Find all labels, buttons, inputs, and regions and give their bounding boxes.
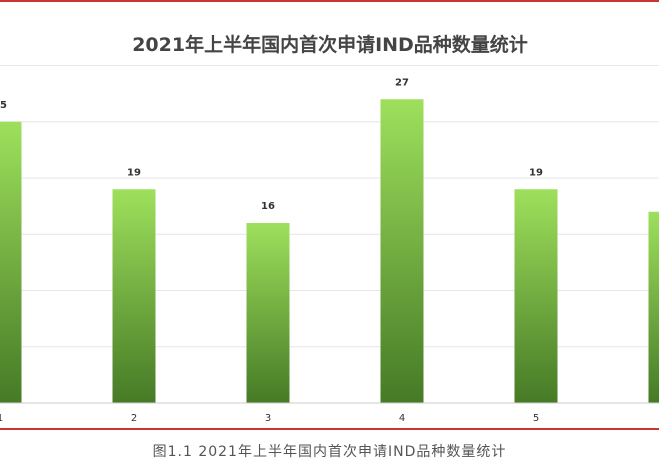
gridlines <box>0 65 659 348</box>
data-label-2: 19 <box>127 167 141 178</box>
data-label-3: 16 <box>261 201 275 212</box>
chart-frame: 2021年上半年国内首次申请IND品种数量统计 25 19 16 27 19 1 2 3 4 5 <box>0 0 659 430</box>
bar-5 <box>514 189 558 403</box>
bar-2 <box>112 189 156 403</box>
bars <box>0 99 659 403</box>
x-tick-label-3: 3 <box>265 413 271 424</box>
bar-1 <box>0 121 22 403</box>
data-label-5: 19 <box>529 167 543 178</box>
bar-3 <box>246 223 290 403</box>
figure-caption: 图1.1 2021年上半年国内首次申请IND品种数量统计 <box>152 444 507 460</box>
data-label-1: 25 <box>0 100 7 111</box>
bar-6 <box>648 211 659 403</box>
x-tick-label-4: 4 <box>399 413 405 424</box>
x-tick-labels: 1 2 3 4 5 <box>0 413 539 424</box>
x-tick-label-2: 2 <box>131 413 137 424</box>
data-labels: 25 19 16 27 19 <box>0 77 543 212</box>
bar-chart: 2021年上半年国内首次申请IND品种数量统计 25 19 16 27 19 1 2 3 4 5 <box>0 0 659 430</box>
data-label-4: 27 <box>395 77 409 88</box>
x-tick-label-5: 5 <box>533 413 539 424</box>
chart-title: 2021年上半年国内首次申请IND品种数量统计 <box>132 33 528 56</box>
x-tick-label-1: 1 <box>0 413 3 424</box>
bar-4 <box>380 99 424 403</box>
